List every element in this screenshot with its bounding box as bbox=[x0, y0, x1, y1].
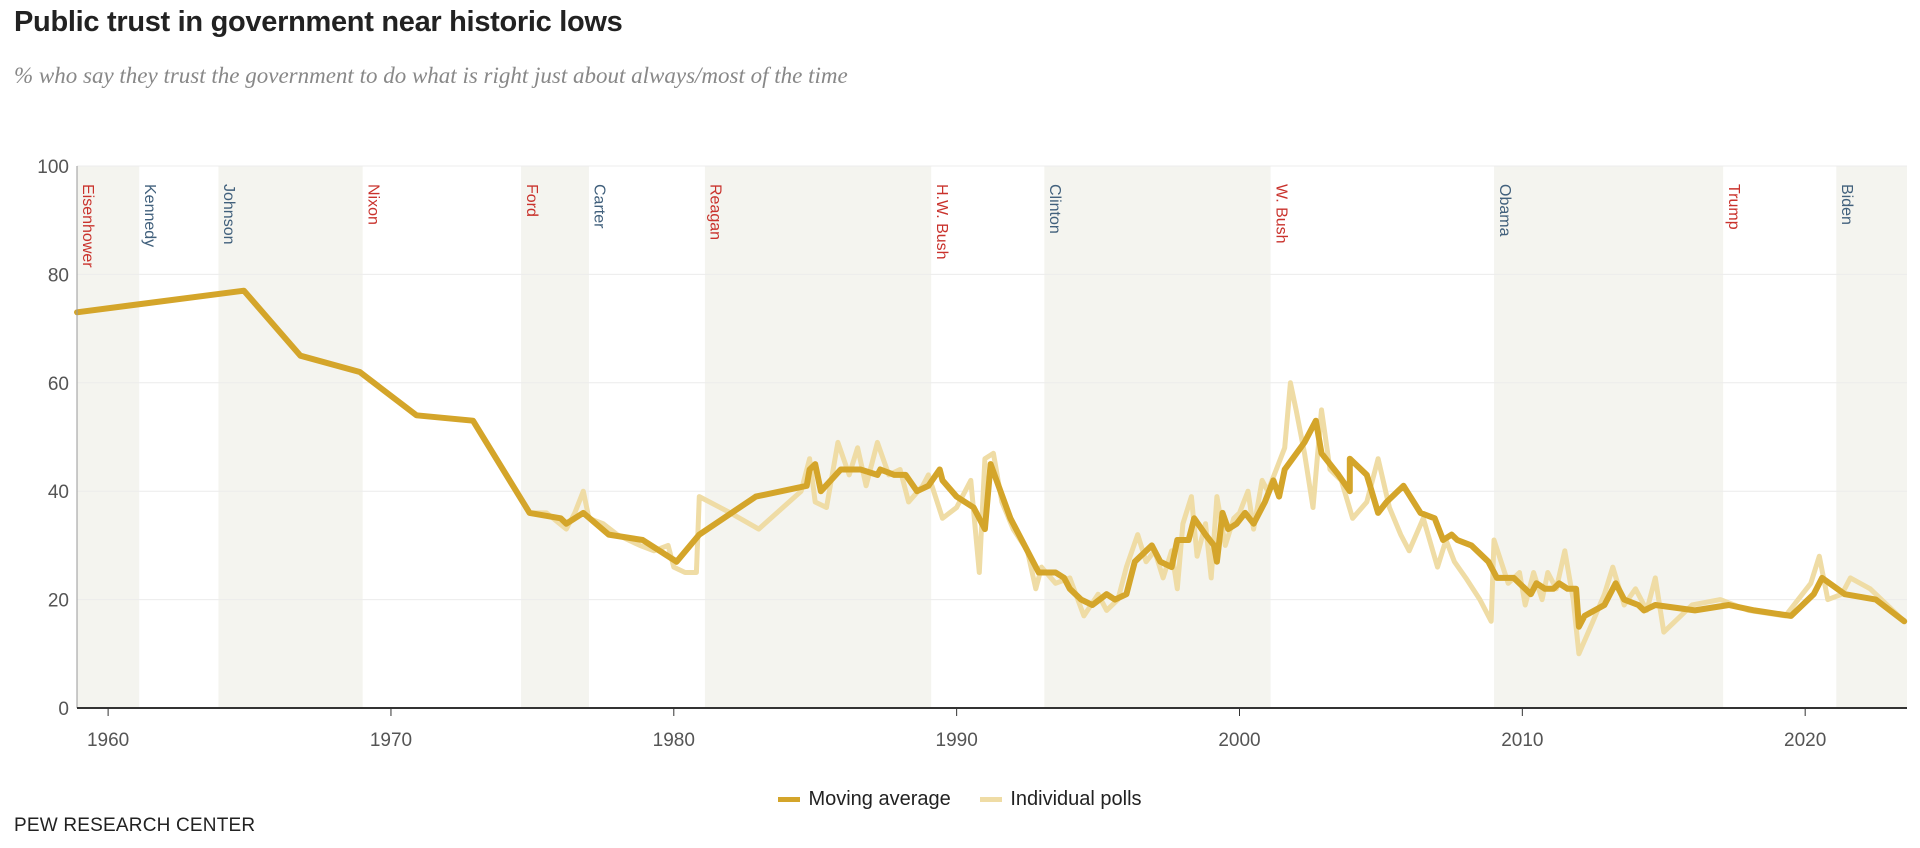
president-label-w-bush: W. Bush bbox=[1272, 184, 1289, 244]
source-credit: PEW RESEARCH CENTER bbox=[14, 815, 256, 836]
legend-label-individual-polls: Individual polls bbox=[1010, 788, 1142, 810]
chart-title: Public trust in government near historic… bbox=[14, 6, 623, 38]
president-label-ford: Ford bbox=[523, 184, 540, 217]
y-tick-label-60: 60 bbox=[48, 374, 69, 395]
legend-swatch-individual-polls bbox=[980, 797, 1003, 802]
x-tick-label-1970: 1970 bbox=[370, 730, 412, 751]
chart-subtitle: % who say they trust the government to d… bbox=[14, 63, 848, 88]
president-label-nixon: Nixon bbox=[364, 184, 381, 225]
y-tick-label-40: 40 bbox=[48, 482, 69, 503]
president-label-h-w-bush: H.W. Bush bbox=[933, 184, 950, 260]
series-lines bbox=[74, 287, 1908, 657]
shade-biden bbox=[1836, 166, 1907, 708]
shade-obama bbox=[1494, 166, 1724, 708]
x-tick-label-2020: 2020 bbox=[1784, 730, 1826, 751]
y-tick-label-100: 100 bbox=[37, 157, 69, 178]
shade-eisenhower bbox=[77, 166, 140, 708]
president-label-trump: Trump bbox=[1725, 184, 1742, 230]
legend-item-moving-average: Moving average bbox=[778, 788, 951, 811]
x-tick-label-2000: 2000 bbox=[1218, 730, 1260, 751]
x-tick-label-1990: 1990 bbox=[936, 730, 978, 751]
president-label-carter: Carter bbox=[591, 184, 608, 229]
legend-swatch-moving-average bbox=[778, 797, 801, 802]
shade-reagan bbox=[704, 166, 932, 708]
presidency-shading bbox=[77, 166, 1907, 708]
x-tick-label-1960: 1960 bbox=[87, 730, 129, 751]
president-label-obama: Obama bbox=[1496, 184, 1513, 237]
x-tick-label-2010: 2010 bbox=[1501, 730, 1543, 751]
x-tick-label-1980: 1980 bbox=[653, 730, 695, 751]
legend: Moving average Individual polls bbox=[0, 785, 1920, 811]
shade-clinton bbox=[1044, 166, 1271, 708]
shade-ford bbox=[521, 166, 589, 708]
president-label-kennedy: Kennedy bbox=[141, 184, 158, 247]
president-label-eisenhower: Eisenhower bbox=[79, 184, 96, 268]
series-line-individual-polls bbox=[529, 380, 1907, 657]
president-label-clinton: Clinton bbox=[1046, 184, 1063, 234]
legend-label-moving-average: Moving average bbox=[808, 788, 951, 810]
series-line-moving-average bbox=[74, 287, 1908, 630]
president-label-biden: Biden bbox=[1838, 184, 1855, 225]
shade-johnson bbox=[218, 166, 363, 708]
y-tick-label-20: 20 bbox=[48, 591, 69, 612]
y-tick-label-0: 0 bbox=[58, 699, 69, 720]
president-label-reagan: Reagan bbox=[707, 184, 724, 240]
axes: 0 20 40 60 80 100 1960 1970 1980 1990 2000 2010 2020 bbox=[37, 157, 1907, 751]
y-tick-label-80: 80 bbox=[48, 265, 69, 286]
legend-item-individual-polls: Individual polls bbox=[980, 788, 1142, 811]
president-labels: Eisenhower Kennedy Johnson Nixon Ford Carter R… bbox=[79, 184, 1855, 268]
president-label-johnson: Johnson bbox=[220, 184, 237, 244]
